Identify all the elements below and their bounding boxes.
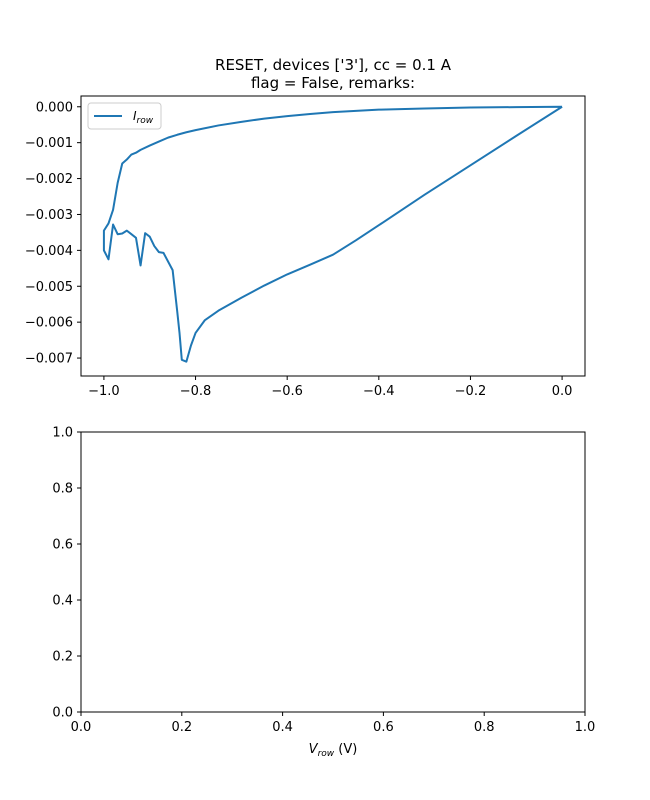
x-tick-label: 0.4 (272, 720, 293, 735)
y-tick-label: −0.005 (25, 280, 73, 295)
legend-box (87, 102, 162, 130)
x-tick-label: 0.6 (373, 720, 394, 735)
x-tick-label: −1.0 (88, 384, 120, 399)
chart-title-line-2: flag = False, remarks: (251, 74, 415, 92)
series-line-irow (102, 105, 563, 363)
bottom-y-ticks: 0.0 0.2 0.4 0.6 0.8 1.0 (52, 426, 81, 721)
x-tick-label: −0.4 (363, 384, 395, 399)
x-axis-label-subscript: row (318, 749, 335, 759)
y-tick-label: 0.8 (52, 482, 73, 497)
y-tick-label: −0.003 (25, 208, 73, 223)
x-tick-label: −0.6 (271, 384, 303, 399)
y-tick-label: 1.0 (52, 426, 73, 441)
legend-label-main: I (133, 109, 137, 123)
legend-label-subscript: row (137, 116, 154, 126)
x-tick-label: 0.2 (171, 720, 192, 735)
x-tick-label: −0.8 (180, 384, 212, 399)
y-tick-label: 0.2 (52, 650, 73, 665)
chart-title-line-1: RESET, devices ['3'], cc = 0.1 A (215, 56, 452, 74)
top-axes-frame (80, 95, 586, 377)
legend: Irow (87, 102, 162, 130)
y-tick-label: 0.000 (36, 100, 73, 115)
y-tick-label: 0.4 (52, 594, 73, 609)
x-tick-label: 0.0 (71, 720, 92, 735)
y-tick-label: 0.0 (52, 706, 73, 721)
y-tick-label: −0.006 (25, 316, 73, 331)
x-axis-label-unit: (V) (334, 742, 357, 757)
y-tick-label: −0.004 (25, 244, 73, 259)
x-tick-label: 0.0 (552, 384, 573, 399)
x-axis-label-main: V (309, 742, 319, 757)
y-tick-label: −0.001 (25, 136, 73, 151)
x-tick-label: 1.0 (575, 720, 596, 735)
x-tick-label: 0.8 (474, 720, 495, 735)
x-axis-label: Vrow (V) (309, 742, 358, 759)
top-y-ticks: 0.000 −0.001 −0.002 −0.003 −0.004 −0.005 −0.00… (25, 100, 81, 367)
top-chart: RESET, devices ['3'], cc = 0.1 A flag = … (25, 56, 586, 399)
y-tick-label: 0.6 (52, 538, 73, 553)
bottom-x-ticks: 0.0 0.2 0.4 0.6 0.8 1.0 (71, 712, 596, 735)
bottom-chart: 0.0 0.2 0.4 0.6 0.8 1.0 0.0 0.2 0.4 0.6 0.8 1.0 Vr… (52, 426, 595, 760)
x-tick-label: −0.2 (455, 384, 487, 399)
y-tick-label: −0.002 (25, 172, 73, 187)
y-tick-label: −0.007 (25, 352, 73, 367)
legend-label: Irow (133, 109, 154, 126)
top-x-ticks: −1.0 −0.8 −0.6 −0.4 −0.2 0.0 (88, 376, 572, 399)
bottom-axes-frame (80, 431, 586, 713)
